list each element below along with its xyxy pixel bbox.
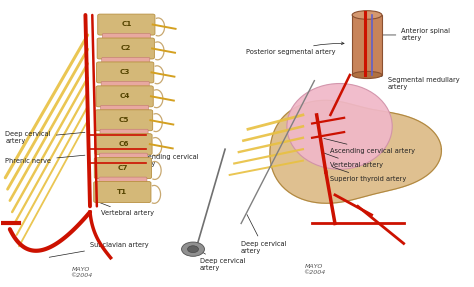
Text: Posterior segmental artery: Posterior segmental artery: [246, 42, 344, 55]
FancyBboxPatch shape: [97, 62, 154, 83]
Circle shape: [182, 242, 204, 256]
Text: Deep cervical
artery: Deep cervical artery: [200, 251, 246, 272]
FancyBboxPatch shape: [98, 14, 155, 35]
Polygon shape: [270, 100, 441, 203]
FancyBboxPatch shape: [100, 129, 148, 135]
Text: MAYO
©2004: MAYO ©2004: [303, 264, 326, 275]
FancyBboxPatch shape: [94, 182, 151, 203]
Text: Segmental medullary
artery: Segmental medullary artery: [374, 75, 459, 90]
Text: C3: C3: [120, 69, 130, 75]
Text: Phrenic nerve: Phrenic nerve: [5, 155, 85, 164]
FancyBboxPatch shape: [100, 153, 147, 159]
Text: Ascending cervical
artery: Ascending cervical artery: [136, 149, 199, 167]
FancyBboxPatch shape: [95, 110, 153, 131]
Text: C7: C7: [118, 165, 128, 171]
Text: Vertebral artery: Vertebral artery: [97, 202, 155, 216]
Text: Vertebral artery: Vertebral artery: [324, 153, 383, 168]
Text: Deep cervical
artery: Deep cervical artery: [5, 131, 85, 144]
Text: C1: C1: [121, 21, 131, 27]
Ellipse shape: [352, 11, 382, 19]
Ellipse shape: [287, 84, 392, 169]
Text: Subclavian artery: Subclavian artery: [49, 242, 149, 257]
Text: Deep cervical
artery: Deep cervical artery: [241, 214, 287, 254]
Circle shape: [188, 246, 199, 253]
Ellipse shape: [352, 71, 382, 79]
FancyBboxPatch shape: [102, 57, 150, 64]
Bar: [352, 15, 382, 75]
FancyBboxPatch shape: [95, 134, 152, 155]
Text: C2: C2: [120, 45, 131, 51]
FancyBboxPatch shape: [97, 38, 155, 59]
Text: C6: C6: [118, 141, 129, 147]
Text: C5: C5: [119, 117, 129, 123]
Text: MAYO
©2004: MAYO ©2004: [70, 267, 92, 278]
FancyBboxPatch shape: [96, 86, 153, 107]
FancyBboxPatch shape: [102, 34, 150, 40]
FancyBboxPatch shape: [99, 177, 147, 183]
Text: Superior thyroid artery: Superior thyroid artery: [330, 167, 407, 182]
Text: Anterior spinal
artery: Anterior spinal artery: [370, 28, 450, 41]
Text: T1: T1: [117, 189, 128, 195]
FancyBboxPatch shape: [101, 82, 149, 88]
Text: Ascending cervical artery: Ascending cervical artery: [324, 138, 415, 154]
Text: C4: C4: [119, 93, 130, 99]
FancyBboxPatch shape: [100, 105, 149, 112]
FancyBboxPatch shape: [94, 158, 152, 179]
